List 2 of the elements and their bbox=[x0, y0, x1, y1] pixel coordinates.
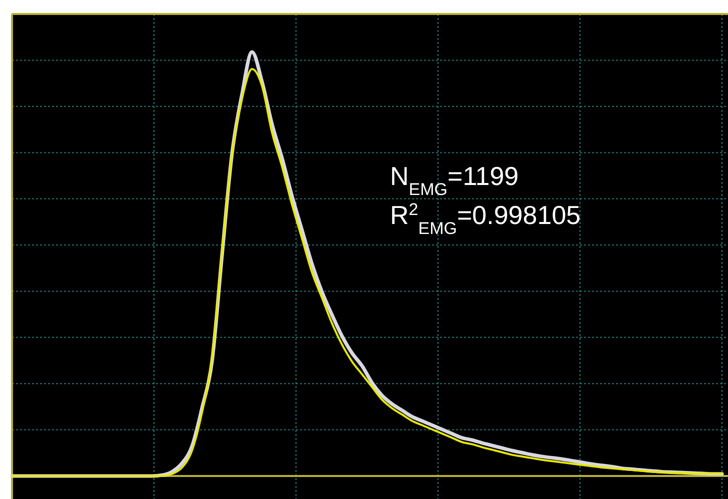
annotation: R$^{2}$$_{EMG}$=0.998105 bbox=[390, 200, 581, 238]
annotation: N$_{EMG}$=1199 bbox=[390, 161, 519, 198]
